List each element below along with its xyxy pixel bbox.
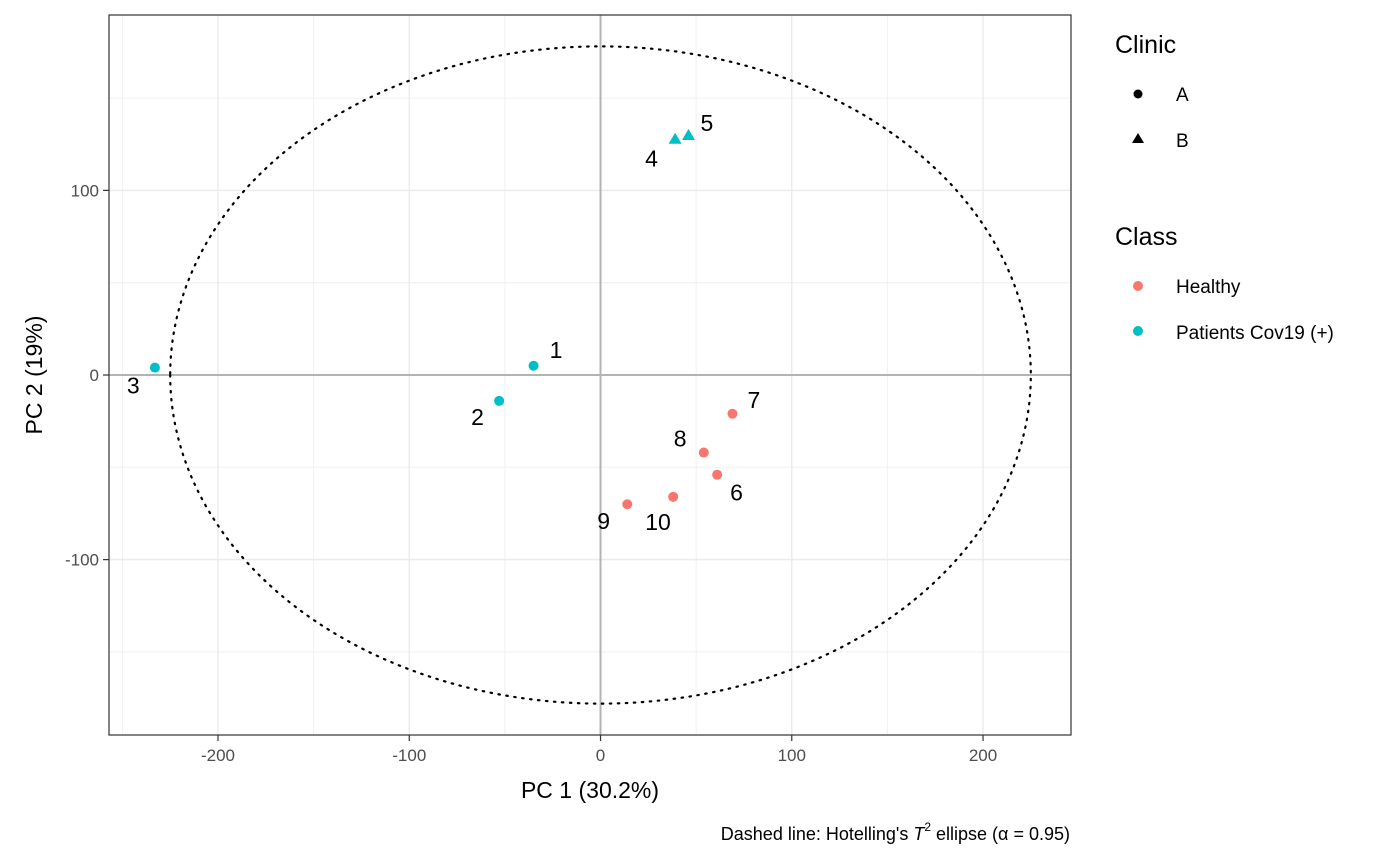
x-tick-label: -200 <box>201 746 235 765</box>
x-tick-label: 100 <box>778 746 806 765</box>
legend-key-triangle <box>1132 133 1144 143</box>
data-point-circle <box>622 499 633 510</box>
legend-label-healthy: Healthy <box>1176 277 1241 298</box>
point-label: 5 <box>700 110 713 136</box>
point-label: 3 <box>127 373 140 399</box>
data-point-circle <box>712 469 723 480</box>
point-label: 7 <box>747 387 760 413</box>
caption-prefix: Dashed line: Hotelling's <box>721 824 914 844</box>
x-axis-ticks: -200 -100 0 100 200 <box>201 735 997 765</box>
legend-label-patients: Patients Cov19 (+) <box>1176 323 1334 344</box>
point-label: 1 <box>550 337 563 363</box>
legend-label-b: B <box>1176 131 1189 152</box>
legend-title-class: Class <box>1115 223 1178 251</box>
data-point-circle <box>668 491 679 502</box>
y-tick-label: 0 <box>90 366 99 385</box>
legend-key-healthy <box>1133 281 1143 291</box>
data-point-circle <box>494 395 505 406</box>
y-tick-label: 100 <box>71 181 99 200</box>
legend-key-circle <box>1133 89 1143 99</box>
zero-reference-lines <box>109 15 1071 735</box>
x-axis-title: PC 1 (30.2%) <box>521 777 659 803</box>
data-point-triangle <box>681 129 695 140</box>
caption-symbol: T <box>913 824 926 844</box>
legend-class: Class Healthy Patients Cov19 (+) <box>1115 223 1334 344</box>
data-point-circle <box>528 360 539 371</box>
y-tick-label: -100 <box>65 551 99 570</box>
point-label: 8 <box>674 426 687 452</box>
caption-alpha: α <box>998 824 1008 844</box>
point-label: 6 <box>730 480 743 506</box>
point-label: 4 <box>645 146 658 172</box>
legend-title-clinic: Clinic <box>1115 31 1176 59</box>
point-label: 2 <box>471 404 484 430</box>
legend-clinic: Clinic A B <box>1115 31 1189 152</box>
x-tick-label: 200 <box>969 746 997 765</box>
x-tick-label: -100 <box>392 746 426 765</box>
data-point-circle <box>149 362 160 373</box>
data-point-triangle <box>668 132 682 144</box>
y-axis-ticks: -100 0 100 <box>65 181 109 570</box>
caption-suffix: = 0.95) <box>1008 824 1070 844</box>
y-axis-title: PC 2 (19%) <box>21 316 47 435</box>
legend-key-patients <box>1133 326 1143 336</box>
point-label: 10 <box>645 509 671 535</box>
legend-label-a: A <box>1176 85 1189 106</box>
caption-superscript: 2 <box>924 820 931 834</box>
data-point-circle <box>727 408 738 419</box>
caption-middle: ellipse ( <box>931 824 998 844</box>
x-tick-label: 0 <box>596 746 605 765</box>
point-label: 9 <box>597 508 610 534</box>
point-labels: 1 2 3 4 5 6 7 8 9 10 <box>127 110 760 535</box>
caption: Dashed line: Hotelling's T2 ellipse (α =… <box>721 820 1070 844</box>
data-points <box>149 129 738 510</box>
data-point-circle <box>698 447 709 458</box>
